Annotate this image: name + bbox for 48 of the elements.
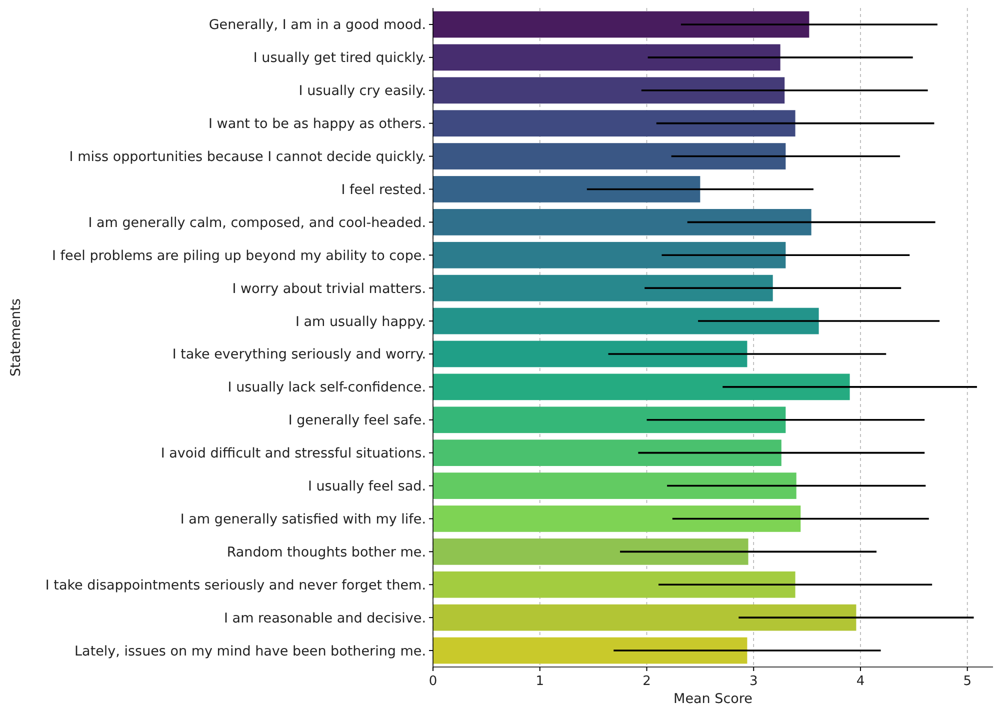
bar	[433, 374, 850, 400]
y-tick-label: I usually cry easily.	[298, 83, 426, 100]
x-tick-label: 0	[428, 674, 438, 689]
y-tick-label: I miss opportunities because I cannot decide quickly.	[69, 149, 426, 165]
y-tick-label: I avoid difficult and stressful situations.	[160, 446, 426, 462]
bar	[433, 340, 748, 368]
x-tick-label: 1	[536, 674, 544, 689]
y-tick-label: Lately, issues on my mind have been bothering me.	[74, 643, 426, 660]
x-tick-label: 3	[749, 674, 758, 689]
bar	[433, 242, 786, 268]
y-tick-label: I want to be as happy as others.	[208, 116, 426, 132]
bar	[433, 406, 786, 434]
y-tick-label: I feel rested.	[341, 182, 426, 198]
y-tick-label: I usually feel sad.	[308, 478, 426, 494]
y-tick-label: I am generally calm, composed, and cool-headed.	[88, 214, 426, 231]
y-tick-label: I take disappointments seriously and never forget them.	[45, 577, 426, 594]
bar	[433, 143, 786, 170]
bar	[433, 77, 785, 104]
x-tick-label: 2	[642, 674, 651, 689]
y-tick-label: I take everything seriously and worry.	[172, 346, 426, 363]
y-tick-label: I am usually happy.	[295, 314, 426, 330]
y-tick-label: I generally feel safe.	[288, 412, 426, 429]
bar	[433, 44, 780, 71]
bar	[433, 11, 810, 38]
bar	[433, 208, 812, 236]
x-tick-label: 4	[856, 674, 865, 689]
y-tick-label: I feel problems are piling up beyond my ability to cope.	[52, 248, 426, 264]
bar	[433, 637, 748, 664]
y-tick-label: I usually get tired quickly.	[253, 50, 426, 66]
x-axis-title: Mean Score	[674, 691, 752, 707]
bar	[433, 176, 700, 202]
y-tick-label: I am reasonable and decisive.	[224, 610, 426, 626]
bar	[433, 538, 748, 565]
bar	[433, 274, 773, 302]
y-axis-title: Statements	[8, 298, 24, 377]
x-tick-label: 5	[963, 674, 972, 689]
y-tick-label: I usually lack self-confidence.	[228, 380, 426, 396]
y-tick-label: Random thoughts bother me.	[226, 544, 426, 560]
bar	[433, 440, 782, 466]
bar	[433, 604, 856, 631]
bar	[433, 110, 796, 137]
bar	[433, 506, 801, 532]
y-tick-label: I worry about trivial matters.	[232, 280, 426, 297]
bar	[433, 308, 819, 334]
y-tick-label: Generally, I am in a good mood.	[208, 17, 426, 34]
y-tick-label: I am generally satisfied with my life.	[180, 511, 426, 528]
bar	[433, 472, 796, 499]
bar	[433, 571, 796, 598]
